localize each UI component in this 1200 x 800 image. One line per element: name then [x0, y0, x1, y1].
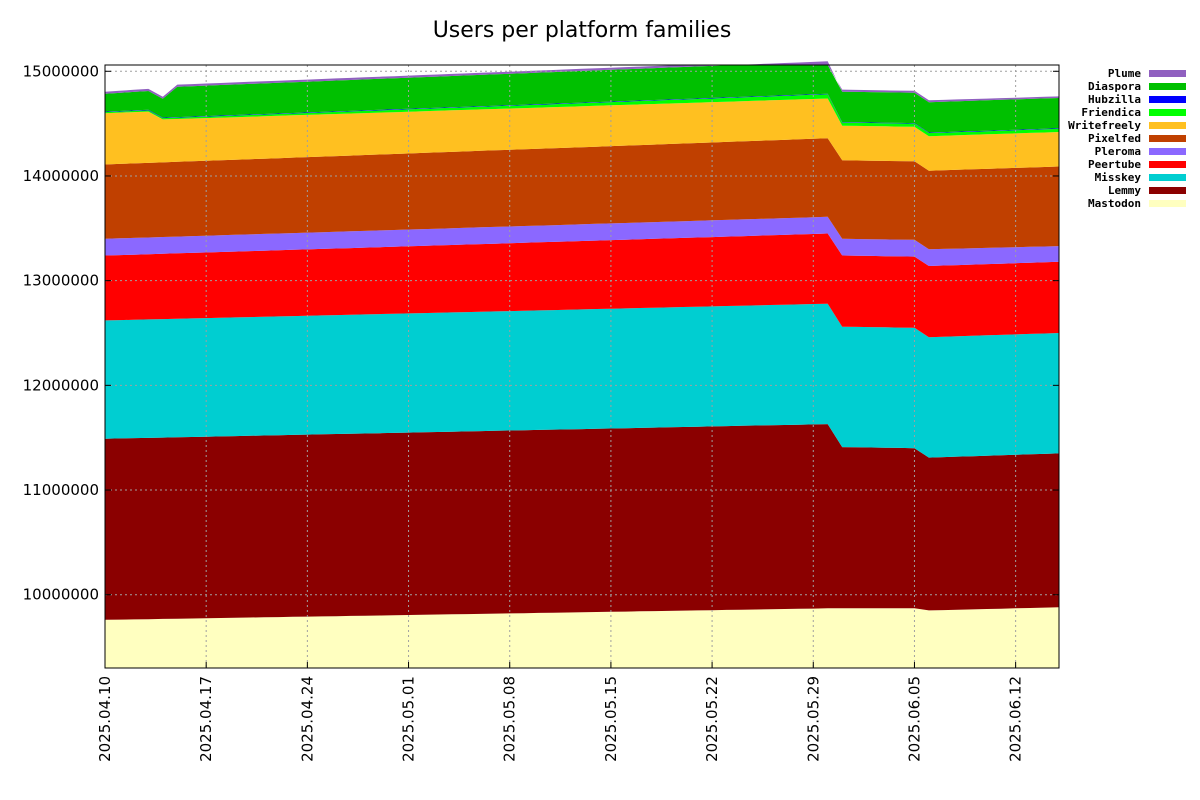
- legend-label-pixelfed: Pixelfed: [1088, 132, 1141, 145]
- y-tick-label: 15000000: [23, 62, 99, 80]
- x-tick-label: 2025.05.15: [602, 676, 620, 762]
- y-tick-label: 13000000: [23, 272, 99, 290]
- legend-label-pleroma: Pleroma: [1095, 145, 1141, 158]
- y-tick-label: 10000000: [23, 586, 99, 604]
- legend-swatch-peertube: [1149, 161, 1186, 168]
- legend-swatch-diaspora: [1149, 83, 1186, 90]
- x-tick-label: 2025.04.10: [96, 676, 114, 762]
- y-tick-label: 12000000: [23, 376, 99, 394]
- legend-label-friendica: Friendica: [1081, 106, 1141, 119]
- area-diaspora: [105, 65, 1059, 133]
- legend-label-mastodon: Mastodon: [1088, 197, 1141, 210]
- area-peertube: [105, 233, 1059, 338]
- x-tick-label: 2025.05.01: [400, 676, 418, 762]
- area-plume: [105, 61, 1059, 103]
- legend: PlumeDiasporaHubzillaFriendicaWritefreel…: [1068, 67, 1186, 210]
- area-pleroma: [105, 216, 1059, 266]
- legend-swatch-writefreely: [1149, 122, 1186, 129]
- area-writefreely: [105, 98, 1059, 171]
- x-tick-label: 2025.05.22: [703, 676, 721, 762]
- x-tick-label: 2025.04.24: [298, 676, 316, 762]
- series-areas: [105, 61, 1059, 668]
- legend-label-writefreely: Writefreely: [1068, 119, 1141, 132]
- legend-label-plume: Plume: [1108, 67, 1141, 80]
- legend-swatch-pleroma: [1149, 148, 1186, 155]
- legend-swatch-hubzilla: [1149, 96, 1186, 103]
- y-axis: 10000000 11000000 12000000 13000000 14000000…: [23, 62, 1059, 604]
- area-friendica: [105, 94, 1059, 137]
- x-tick-label: 2025.06.05: [905, 676, 923, 762]
- legend-label-diaspora: Diaspora: [1088, 80, 1141, 93]
- legend-label-peertube: Peertube: [1088, 158, 1141, 171]
- x-tick-label: 2025.04.17: [197, 676, 215, 762]
- legend-label-hubzilla: Hubzilla: [1088, 93, 1141, 106]
- legend-swatch-friendica: [1149, 109, 1186, 116]
- legend-label-misskey: Misskey: [1095, 171, 1142, 184]
- x-tick-label: 2025.05.29: [804, 676, 822, 762]
- legend-swatch-plume: [1149, 70, 1186, 77]
- legend-swatch-mastodon: [1149, 200, 1186, 207]
- area-mastodon: [105, 607, 1059, 668]
- chart-title: Users per platform families: [433, 18, 732, 43]
- plot-frame: [104, 64, 1060, 669]
- legend-label-lemmy: Lemmy: [1108, 184, 1141, 197]
- y-tick-label: 11000000: [23, 481, 99, 499]
- x-tick-label: 2025.05.08: [501, 676, 519, 762]
- y-tick-label: 14000000: [23, 167, 99, 185]
- legend-swatch-lemmy: [1149, 187, 1186, 194]
- legend-swatch-pixelfed: [1149, 135, 1186, 142]
- x-axis: 2025.04.10 2025.04.17 2025.04.24 2025.05.01…: [96, 662, 1025, 762]
- x-tick-label: 2025.06.12: [1007, 676, 1025, 762]
- area-misskey: [105, 303, 1059, 458]
- legend-swatch-misskey: [1149, 174, 1186, 181]
- area-pixelfed: [105, 138, 1059, 250]
- area-lemmy: [105, 424, 1059, 620]
